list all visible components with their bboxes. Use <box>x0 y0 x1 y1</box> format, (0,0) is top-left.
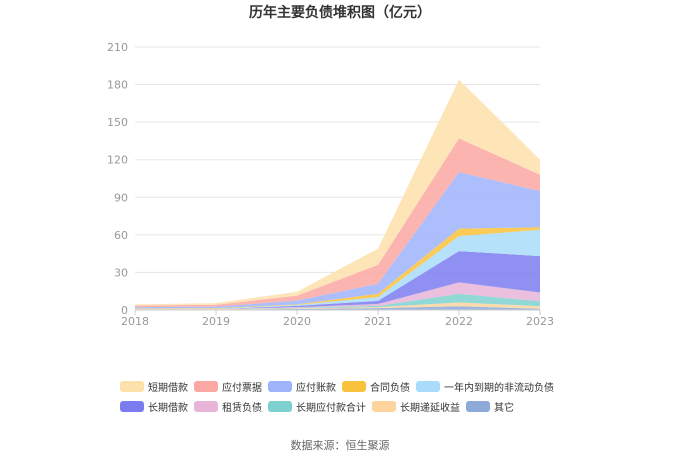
chart-title: 历年主要负债堆积图（亿元） <box>249 5 431 21</box>
legend-label: 长期递延收益 <box>400 402 460 414</box>
legend-swatch <box>342 380 366 392</box>
legend-swatch <box>268 400 292 412</box>
legend-item[interactable]: 应付账款 <box>268 379 336 394</box>
legend-label: 长期借款 <box>148 402 188 414</box>
legend: 短期借款 应付票据 应付账款 合同负债 一年内到期的非流动负债长期借款 租赁负债 长期应付款… <box>120 376 580 416</box>
area-series-4 <box>135 251 540 309</box>
legend-swatch <box>194 400 218 412</box>
y-tick-label: 150 <box>107 116 128 129</box>
legend-row: 短期借款 应付票据 应付账款 合同负债 一年内到期的非流动负债 <box>120 376 580 396</box>
x-tick-label: 2019 <box>202 315 230 328</box>
x-tick-label: 2023 <box>526 315 554 328</box>
x-tick-label: 2022 <box>445 315 473 328</box>
area-series-9 <box>135 79 540 306</box>
legend-swatch <box>268 380 292 392</box>
legend-item[interactable]: 短期借款 <box>120 379 188 394</box>
area-series-5 <box>135 229 540 309</box>
x-tick-label: 2018 <box>121 315 149 328</box>
x-tick-label: 2021 <box>364 315 392 328</box>
legend-swatch <box>416 380 440 392</box>
legend-label: 长期应付款合计 <box>296 402 366 414</box>
legend-label: 一年内到期的非流动负债 <box>444 382 554 394</box>
area-series-2 <box>135 293 540 309</box>
area-series-0 <box>135 306 540 310</box>
legend-item[interactable]: 长期应付款合计 <box>268 399 366 414</box>
legend-item[interactable]: 合同负债 <box>342 379 410 394</box>
y-tick-label: 60 <box>114 229 128 242</box>
legend-row: 长期借款 租赁负债 长期应付款合计 长期递延收益 其它 <box>120 396 580 416</box>
data-source-note: 数据来源：恒生聚源 <box>290 439 390 452</box>
y-tick-label: 30 <box>114 266 128 279</box>
x-tick-label: 2020 <box>283 315 311 328</box>
legend-label: 应付账款 <box>296 382 336 394</box>
area-series-layer <box>135 79 540 310</box>
legend-item[interactable]: 租赁负债 <box>194 399 262 414</box>
legend-swatch <box>466 400 490 412</box>
gridlines <box>135 46 540 273</box>
legend-label: 合同负债 <box>370 382 410 394</box>
legend-item[interactable]: 应付票据 <box>194 379 262 394</box>
area-series-7 <box>135 172 540 309</box>
y-tick-label: 120 <box>107 154 128 167</box>
axes: 0 30 60 90 120 150 180 210 2018 2019 2020 2021 2022 2… <box>107 41 554 328</box>
legend-label: 短期借款 <box>148 382 188 394</box>
y-tick-label: 90 <box>114 191 128 204</box>
legend-label: 应付票据 <box>222 382 262 394</box>
legend-item[interactable]: 长期递延收益 <box>372 399 460 414</box>
y-tick-label: 0 <box>121 304 128 317</box>
legend-swatch <box>372 400 396 412</box>
legend-label: 租赁负债 <box>222 402 262 414</box>
area-series-3 <box>135 282 540 309</box>
area-series-1 <box>135 302 540 310</box>
y-tick-label: 210 <box>107 41 128 54</box>
legend-swatch <box>120 400 144 412</box>
area-series-6 <box>135 227 540 309</box>
legend-item[interactable]: 长期借款 <box>120 399 188 414</box>
legend-item[interactable]: 其它 <box>466 399 514 414</box>
legend-item[interactable]: 一年内到期的非流动负债 <box>416 379 554 394</box>
legend-swatch <box>194 380 218 392</box>
legend-swatch <box>120 380 144 392</box>
area-series-8 <box>135 138 540 308</box>
y-tick-label: 180 <box>107 79 128 92</box>
legend-label: 其它 <box>494 402 514 414</box>
